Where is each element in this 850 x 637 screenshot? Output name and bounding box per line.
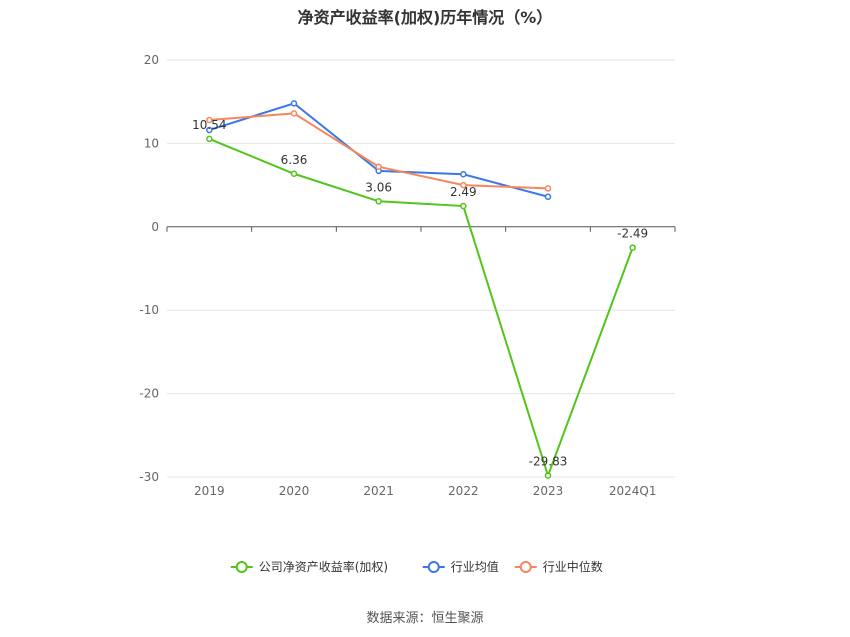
data-source: 数据来源：恒生聚源 bbox=[366, 611, 484, 626]
data-point bbox=[206, 126, 213, 134]
x-tick-label: 2022 bbox=[448, 484, 479, 498]
data-point bbox=[460, 181, 467, 189]
y-tick-label: -30 bbox=[139, 470, 159, 484]
data-point bbox=[544, 193, 552, 201]
data-point bbox=[460, 202, 467, 210]
legend-label: 公司净资产收益率(加权) bbox=[259, 559, 388, 574]
data-label: -2.49 bbox=[617, 227, 648, 241]
chart-plot: 20 10 0 -10 -20 -30 2019 2020 2021 2022 2023 2024Q1… bbox=[139, 53, 676, 574]
legend-item: 公司净资产收益率(加权) bbox=[230, 559, 388, 574]
x-tick-label: 2024Q1 bbox=[609, 484, 657, 498]
data-point bbox=[290, 170, 298, 178]
chart-title: 净资产收益率(加权)历年情况（%） bbox=[297, 8, 553, 27]
data-label: 2.49 bbox=[450, 185, 477, 199]
data-label: 6.36 bbox=[281, 153, 308, 167]
x-tick-label: 2023 bbox=[533, 484, 564, 498]
data-label: 3.06 bbox=[365, 180, 392, 194]
legend-label: 行业均值 bbox=[451, 559, 499, 574]
x-tick-label: 2020 bbox=[279, 484, 310, 498]
legend-label: 行业中位数 bbox=[543, 559, 603, 574]
series-line bbox=[209, 112, 549, 190]
data-point bbox=[629, 244, 636, 251]
series-line bbox=[208, 137, 634, 479]
data-point bbox=[544, 472, 552, 479]
data-point bbox=[290, 110, 298, 117]
data-point bbox=[290, 100, 298, 107]
y-tick-label: -10 bbox=[139, 303, 159, 317]
legend-item: 行业均值 bbox=[422, 559, 499, 574]
x-tick-label: 2021 bbox=[363, 484, 394, 498]
data-label: 10.54 bbox=[192, 118, 226, 132]
data-point bbox=[460, 171, 467, 178]
legend-marker bbox=[519, 561, 532, 573]
legend-marker bbox=[235, 561, 248, 573]
data-point bbox=[206, 135, 213, 143]
y-tick-label: 10 bbox=[144, 136, 159, 150]
data-point bbox=[375, 198, 382, 205]
legend-marker bbox=[427, 561, 440, 573]
data-point bbox=[375, 163, 382, 171]
y-tick-label: 20 bbox=[144, 53, 159, 67]
legend-item: 行业中位数 bbox=[514, 559, 603, 574]
data-point bbox=[544, 185, 552, 192]
data-point bbox=[206, 116, 213, 124]
y-tick-label: 0 bbox=[151, 220, 159, 234]
y-tick-label: -20 bbox=[139, 387, 159, 401]
data-label: -29.83 bbox=[529, 455, 568, 469]
x-tick-label: 2019 bbox=[194, 484, 225, 498]
